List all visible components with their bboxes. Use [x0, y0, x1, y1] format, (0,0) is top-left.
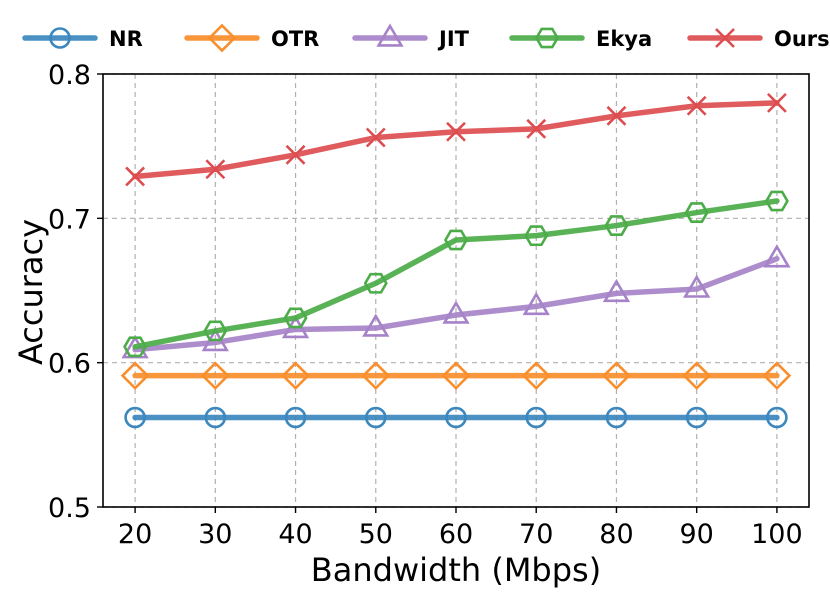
x-tick-label: 100 [751, 519, 803, 550]
x-tick-label: 40 [278, 519, 312, 550]
data-point-ekya [363, 272, 388, 294]
x-axis-title: Bandwidth (Mbps) [311, 551, 601, 589]
data-point-otr [441, 361, 471, 390]
y-tick-label: 0.7 [48, 204, 91, 235]
data-point-ekya [604, 215, 629, 236]
x-marker-stroke [365, 127, 386, 148]
data-point-jit [683, 274, 711, 298]
x-tick-label: 50 [359, 519, 393, 550]
x-marker-stroke [526, 118, 547, 139]
data-point-ekya [684, 202, 709, 223]
x-tick-label: 80 [599, 519, 633, 550]
data-point-nr [124, 406, 146, 429]
y-axis-title: Accuracy [12, 219, 50, 365]
data-point-jit [442, 300, 470, 324]
x-marker-stroke [446, 121, 466, 142]
legend-item-nr: NR [22, 27, 143, 51]
x-tick-label: 90 [680, 519, 714, 550]
x-marker-stroke [766, 92, 787, 113]
data-point-ours [365, 127, 386, 148]
data-point-jit [522, 291, 550, 316]
data-point-ekya [524, 225, 549, 247]
data-point-otr [762, 361, 792, 390]
y-tick-label: 0.6 [48, 349, 91, 380]
data-point-ours [766, 92, 787, 113]
data-point-otr [682, 361, 712, 390]
y-tick-label: 0.8 [48, 60, 91, 91]
data-point-ekya [123, 336, 148, 358]
data-point-nr [445, 406, 467, 429]
x-marker-stroke [686, 95, 707, 116]
data-point-ours [606, 105, 627, 126]
legend-label-jit: JIT [437, 27, 470, 51]
data-point-nr [525, 406, 548, 429]
series-layer [120, 92, 792, 429]
data-point-ours [686, 95, 707, 116]
x-tick-label: 70 [519, 519, 553, 550]
data-point-jit [763, 244, 791, 268]
data-point-ours [125, 166, 146, 187]
legend-label-otr: OTR [271, 27, 319, 51]
data-point-otr [281, 361, 310, 390]
x-marker-stroke [715, 28, 735, 48]
legend-item-ours: Ours [687, 27, 830, 51]
legend-marker-ours [715, 28, 735, 48]
data-point-nr [204, 406, 227, 429]
y-axis-ticks: 0.5 0.6 0.7 0.8 [48, 60, 103, 524]
legend-marker-ekya [534, 27, 560, 49]
data-point-jit [362, 313, 390, 337]
legend-item-ekya: Ekya [509, 27, 652, 51]
x-marker-stroke [125, 166, 146, 187]
series-line-ekya [132, 198, 780, 350]
x-tick-label: 20 [118, 519, 152, 550]
legend-marker-nr [49, 27, 71, 49]
series-otr [120, 361, 792, 390]
series-nr [124, 406, 788, 429]
x-tick-label: 60 [439, 519, 473, 550]
data-point-nr [766, 406, 788, 429]
data-point-ekya [764, 190, 789, 212]
legend-label-nr: NR [109, 27, 143, 51]
legend-label-ours: Ours [774, 27, 830, 51]
data-point-ours [446, 121, 466, 142]
data-point-nr [284, 406, 307, 429]
y-tick-label: 0.5 [48, 493, 91, 524]
data-point-otr [602, 361, 631, 390]
legend-label-ekya: Ekya [596, 27, 652, 51]
x-tick-label: 30 [198, 519, 232, 550]
x-axis-ticks: 20 30 40 50 60 70 80 90 100 [118, 507, 803, 550]
legend-marker-otr [207, 23, 237, 53]
legend: NR OTR JIT Ekya Ours [22, 23, 830, 53]
x-marker-stroke [606, 105, 627, 126]
data-point-ekya [283, 307, 308, 329]
data-point-otr [361, 361, 391, 390]
data-point-otr [120, 361, 150, 390]
data-point-otr [200, 361, 230, 390]
x-marker-stroke [205, 159, 226, 180]
data-point-otr [521, 361, 551, 390]
data-point-ekya [443, 229, 469, 251]
data-point-nr [605, 406, 628, 429]
data-point-jit [602, 278, 631, 303]
data-point-ours [526, 118, 547, 139]
data-point-nr [364, 406, 387, 429]
x-marker-stroke [285, 144, 306, 165]
legend-item-jit: JIT [352, 23, 470, 51]
data-point-ekya [203, 320, 228, 342]
legend-marker-jit [376, 23, 404, 47]
data-point-ours [205, 159, 226, 180]
data-point-nr [685, 406, 708, 429]
series-ekya [123, 190, 789, 358]
legend-item-otr: OTR [184, 23, 319, 53]
series-ours [125, 92, 787, 187]
series-line-jit [132, 256, 780, 353]
data-point-ours [285, 144, 306, 165]
